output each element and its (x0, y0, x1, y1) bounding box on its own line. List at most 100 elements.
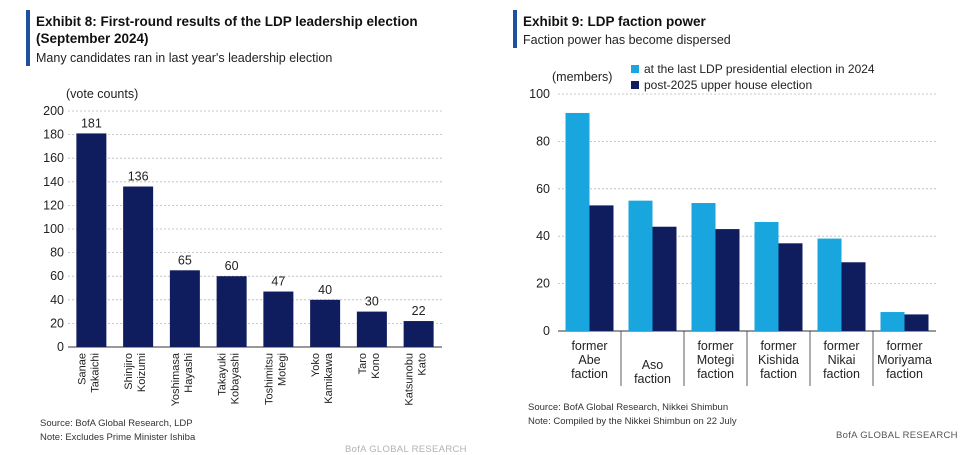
y-tick-label: 20 (50, 316, 64, 330)
y-tick-label: 20 (536, 277, 550, 291)
x-tick-label: Katsunobu (404, 353, 416, 406)
bar-2024 (691, 203, 716, 331)
y-tick-label: 40 (536, 229, 550, 243)
x-tick-label: Takaichi (89, 353, 101, 393)
bar (216, 276, 247, 347)
exhibit-8-title: Exhibit 8: First-round results of the LD… (36, 14, 418, 46)
bar (123, 186, 154, 347)
bar-2025 (904, 314, 929, 331)
y-tick-label: 0 (57, 340, 64, 354)
legend-label: at the last LDP presidential election in… (644, 62, 875, 76)
x-tick-label: Abe (578, 353, 600, 367)
x-tick-label: faction (886, 367, 923, 381)
y-tick-label: 100 (529, 87, 550, 101)
data-label: 136 (128, 170, 149, 184)
x-tick-label: Nikai (828, 353, 856, 367)
exhibit-9-title: Exhibit 9: LDP faction power (523, 14, 706, 29)
x-tick-label: Sanae (76, 353, 88, 385)
y-tick-label: 120 (43, 198, 64, 212)
x-tick-label: faction (823, 367, 860, 381)
legend-swatch (631, 65, 639, 73)
x-tick-label: Yoshimasa (170, 352, 182, 406)
bar (169, 270, 200, 347)
legend-label: post-2025 upper house election (644, 78, 812, 92)
data-label: 40 (318, 283, 332, 297)
x-tick-label: Yoko (310, 353, 322, 377)
bar-2025 (778, 243, 803, 331)
bar-2024 (754, 221, 779, 331)
x-tick-label: faction (760, 367, 797, 381)
y-tick-label: 180 (43, 128, 64, 142)
bar (356, 311, 387, 347)
data-label: 47 (271, 275, 285, 289)
exhibit-8-brand: BofA GLOBAL RESEARCH (345, 444, 467, 455)
y-tick-label: 0 (543, 324, 550, 338)
exhibit-8-source: Source: BofA Global Research, LDP (40, 418, 193, 429)
x-tick-label: Takayuki (217, 353, 229, 396)
y-tick-label: 80 (50, 246, 64, 260)
legend-swatch (631, 81, 639, 89)
bar (76, 133, 107, 347)
exhibit-9-source: Source: BofA Global Research, Nikkei Shi… (528, 402, 729, 413)
exhibit-8-chart: (vote counts) 0 20 40 60 80 100 120 140 160 180 200… (43, 87, 442, 406)
x-tick-label: Motegi (697, 353, 735, 367)
x-tick-label: Kato (417, 353, 429, 376)
bar (263, 291, 294, 347)
bar-2024 (628, 200, 653, 331)
x-tick-label: former (886, 339, 922, 353)
y-tick-label: 200 (43, 104, 64, 118)
x-tick-label: Hayashi (183, 353, 195, 393)
exhibit-8-panel: Exhibit 8: First-round results of the LD… (0, 0, 480, 455)
bar-2025 (589, 205, 614, 331)
x-tick-label: Moriyama (877, 353, 932, 367)
x-tick-label: Toshimitsu (263, 353, 275, 405)
x-tick-label: Koizumi (136, 353, 148, 392)
x-tick-label: former (760, 339, 796, 353)
exhibit-9-subtitle: Faction power has become dispersed (523, 33, 731, 47)
x-tick-label: Taro (357, 353, 369, 374)
data-label: 30 (365, 295, 379, 309)
exhibit-8-note: Note: Excludes Prime Minister Ishiba (40, 432, 196, 443)
exhibit-9-note: Note: Compiled by the Nikkei Shimbun on … (528, 416, 737, 427)
x-tick-label: Kobayashi (230, 353, 242, 404)
exhibit-9-panel: Exhibit 9: LDP faction power Faction pow… (480, 0, 960, 451)
bar (403, 321, 434, 347)
x-tick-label: Kishida (758, 353, 799, 367)
x-tick-label: former (697, 339, 733, 353)
x-tick-label: Kamikawa (323, 352, 335, 404)
x-tick-label: Kono (370, 353, 382, 379)
y-tick-label: 160 (43, 151, 64, 165)
x-tick-label: faction (634, 372, 671, 386)
x-tick-label: former (823, 339, 859, 353)
y-axis-label: (vote counts) (66, 87, 138, 101)
x-tick-label: Shinjiro (123, 353, 135, 390)
exhibit-9-chart: (members) at the last LDP presidential el… (529, 62, 936, 386)
x-tick-label: Aso (642, 358, 664, 372)
bar-2025 (841, 262, 866, 331)
exhibit-8-subtitle: Many candidates ran in last year's leade… (36, 51, 333, 65)
y-tick-label: 60 (536, 182, 550, 196)
x-tick-label: Motegi (276, 353, 288, 386)
bar-2024 (565, 112, 590, 332)
bar-2024 (880, 312, 905, 331)
y-tick-label: 100 (43, 222, 64, 236)
bar-2025 (715, 229, 740, 331)
bar-2025 (652, 226, 677, 331)
data-label: 181 (81, 116, 102, 130)
bar (310, 299, 341, 347)
y-tick-label: 60 (50, 269, 64, 283)
bar-2024 (817, 238, 842, 331)
x-tick-label: former (571, 339, 607, 353)
data-label: 22 (412, 304, 426, 318)
y-tick-label: 140 (43, 175, 64, 189)
x-tick-label: faction (571, 367, 608, 381)
exhibit-9-brand: BofA GLOBAL RESEARCH (836, 430, 958, 441)
y-tick-label: 80 (536, 134, 550, 148)
y-axis-label: (members) (552, 70, 612, 84)
x-tick-label: faction (697, 367, 734, 381)
data-label: 60 (225, 259, 239, 273)
y-tick-label: 40 (50, 293, 64, 307)
accent-bar (513, 10, 517, 48)
data-label: 65 (178, 253, 192, 267)
accent-bar (26, 10, 30, 66)
